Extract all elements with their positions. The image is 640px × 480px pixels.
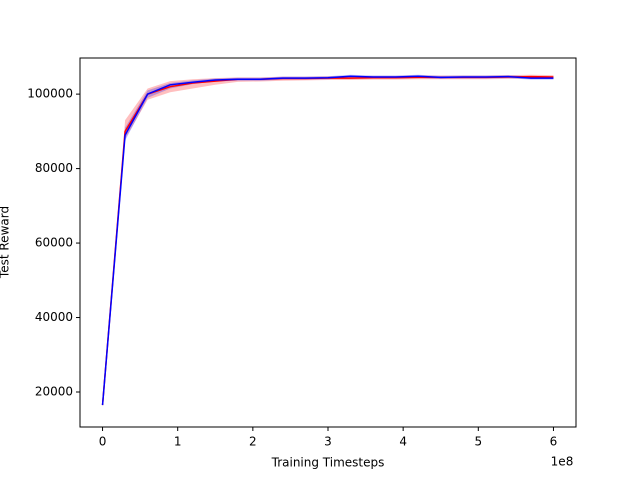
x-tick-label: 3 (324, 435, 332, 449)
y-tick-label: 20000 (35, 384, 73, 398)
y-tick-label: 60000 (35, 236, 73, 250)
x-offset-label: 1e8 (551, 455, 574, 469)
y-axis-label: Test Reward (0, 206, 12, 279)
y-tick-label: 80000 (35, 161, 73, 175)
x-tick-label: 2 (249, 435, 257, 449)
x-tick-label: 6 (550, 435, 558, 449)
x-axis-label: Training Timesteps (271, 456, 385, 470)
x-tick-label: 1 (174, 435, 182, 449)
series-line (101, 75, 554, 406)
x-tick-label: 0 (99, 435, 107, 449)
x-tick-label: 4 (399, 435, 407, 449)
series-line (101, 75, 554, 406)
confidence-band (102, 74, 554, 407)
y-tick-label: 40000 (35, 310, 73, 324)
confidence-band (102, 74, 554, 407)
x-tick-label: 5 (474, 435, 482, 449)
y-tick-label: 100000 (27, 87, 73, 101)
plot-frame (79, 57, 577, 428)
